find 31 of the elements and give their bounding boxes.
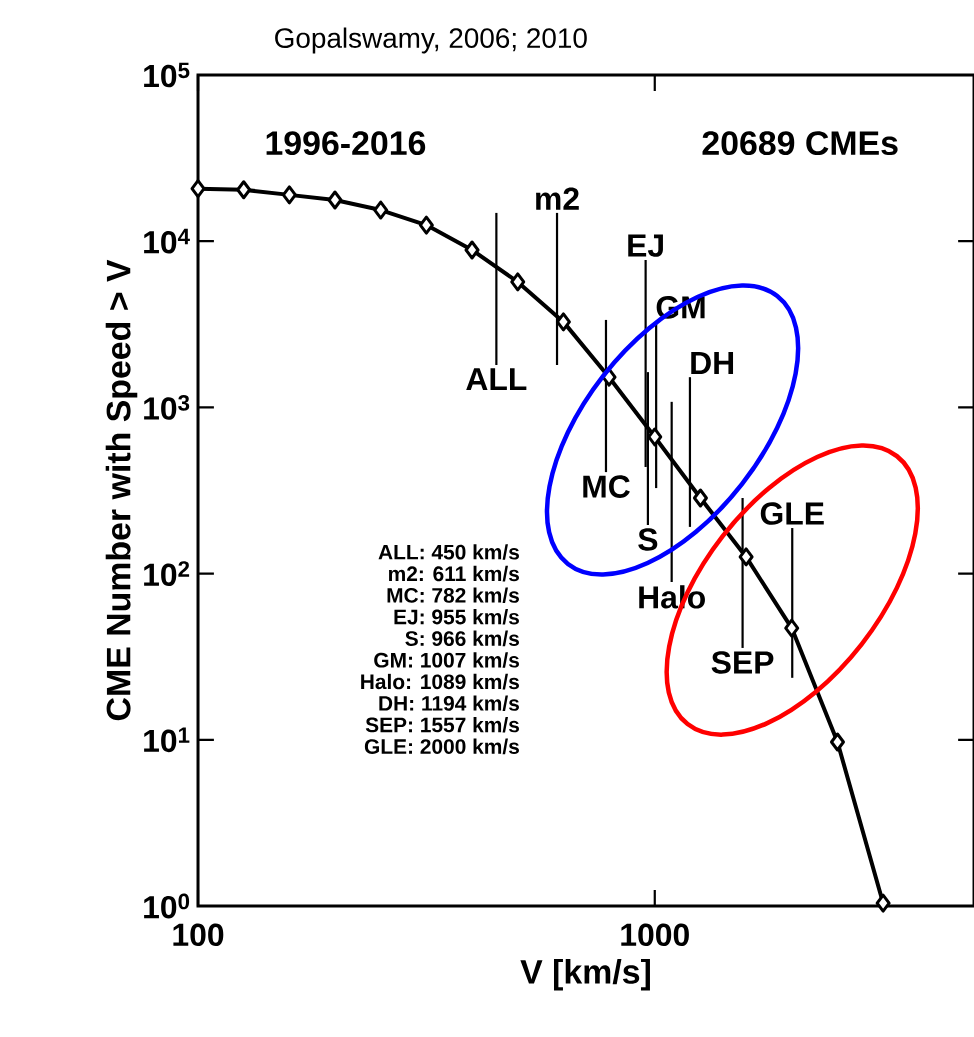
chart-title: Gopalswamy, 2006; 2010 xyxy=(275,27,587,54)
annotation: S: 966 km/s xyxy=(405,630,519,647)
y-tick-label: 10$^{4}$ xyxy=(144,228,190,254)
annotation: Halo: 1089 km/s xyxy=(361,673,519,690)
annotation: m2 xyxy=(536,187,579,210)
y-tick-label: 10$^{2}$ xyxy=(144,561,190,587)
y-tick-label: 10$^{3}$ xyxy=(144,394,190,420)
y-tick-label: 10$^{5}$ xyxy=(144,62,190,88)
annotation: ALL xyxy=(466,368,527,391)
x-tick-label: 100 xyxy=(173,923,224,947)
annotation: EJ xyxy=(628,234,663,257)
annotation: MC xyxy=(583,475,630,498)
annotation: GLE xyxy=(760,502,824,525)
annotation: EJ: 955 km/s xyxy=(394,609,519,625)
annotation: SEP xyxy=(711,651,774,674)
annotation: DH: 1194 km/s xyxy=(379,695,519,712)
annotation: DH xyxy=(691,352,734,374)
annotation: 20689 CMEs xyxy=(702,131,898,156)
annotation: 1996-2016 xyxy=(266,131,426,156)
y-axis-title: CME Number with Speed > V xyxy=(105,259,138,721)
annotation: MC: 782 km/s xyxy=(387,587,519,603)
y-tick-label: 10$^{0}$ xyxy=(144,893,190,919)
annotation: GM: 1007 km/s xyxy=(374,652,519,668)
y-tick-label: 10$^{1}$ xyxy=(144,727,190,753)
annotation: m2: 611 km/s xyxy=(389,565,519,582)
annotation: GLE: 2000 km/s xyxy=(364,738,519,755)
annotation: S xyxy=(638,528,658,551)
annotation: ALL: 450 km/s xyxy=(378,544,519,560)
x-tick-label: 1000 xyxy=(621,923,689,947)
x-axis-title: V [km/s] xyxy=(520,958,650,991)
annotation: SEP: 1557 km/s xyxy=(365,716,519,733)
